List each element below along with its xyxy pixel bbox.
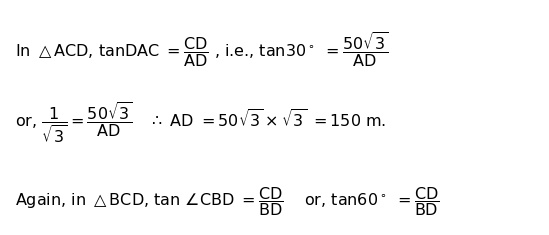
Text: or, $\dfrac{1}{\sqrt{3}} = \dfrac{50\sqrt{3}}{\mathrm{AD}}$   $\therefore$ AD $=: or, $\dfrac{1}{\sqrt{3}} = \dfrac{50\sqr… — [15, 100, 386, 145]
Text: Again, in $\triangle$BCD, tan $\angle$CBD $= \dfrac{\mathrm{CD}}{\mathrm{BD}}$  : Again, in $\triangle$BCD, tan $\angle$CB… — [15, 185, 439, 218]
Text: In $\triangle$ACD, tanDAC $= \dfrac{\mathrm{CD}}{\mathrm{AD}}$ , i.e., tan30$^\c: In $\triangle$ACD, tanDAC $= \dfrac{\mat… — [15, 30, 388, 69]
